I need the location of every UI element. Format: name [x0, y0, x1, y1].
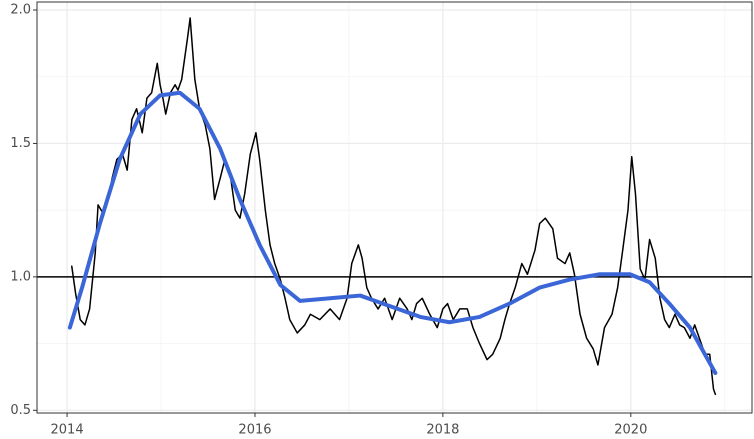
x-tick-label: 2018: [426, 423, 459, 438]
plot-panel: [37, 2, 752, 413]
y-tick-label: 0.5: [10, 403, 31, 418]
x-tick-label: 2014: [51, 423, 84, 438]
panel-border: [36, 1, 753, 414]
y-tick-label: 2.0: [10, 3, 31, 18]
y-tick-label: 1.0: [10, 269, 31, 284]
x-tick-label: 2016: [238, 423, 271, 438]
x-tick-label: 2020: [614, 423, 647, 438]
series-line: [67, 90, 718, 375]
y-tick-label: 1.5: [10, 136, 31, 151]
series-line: [71, 17, 717, 396]
